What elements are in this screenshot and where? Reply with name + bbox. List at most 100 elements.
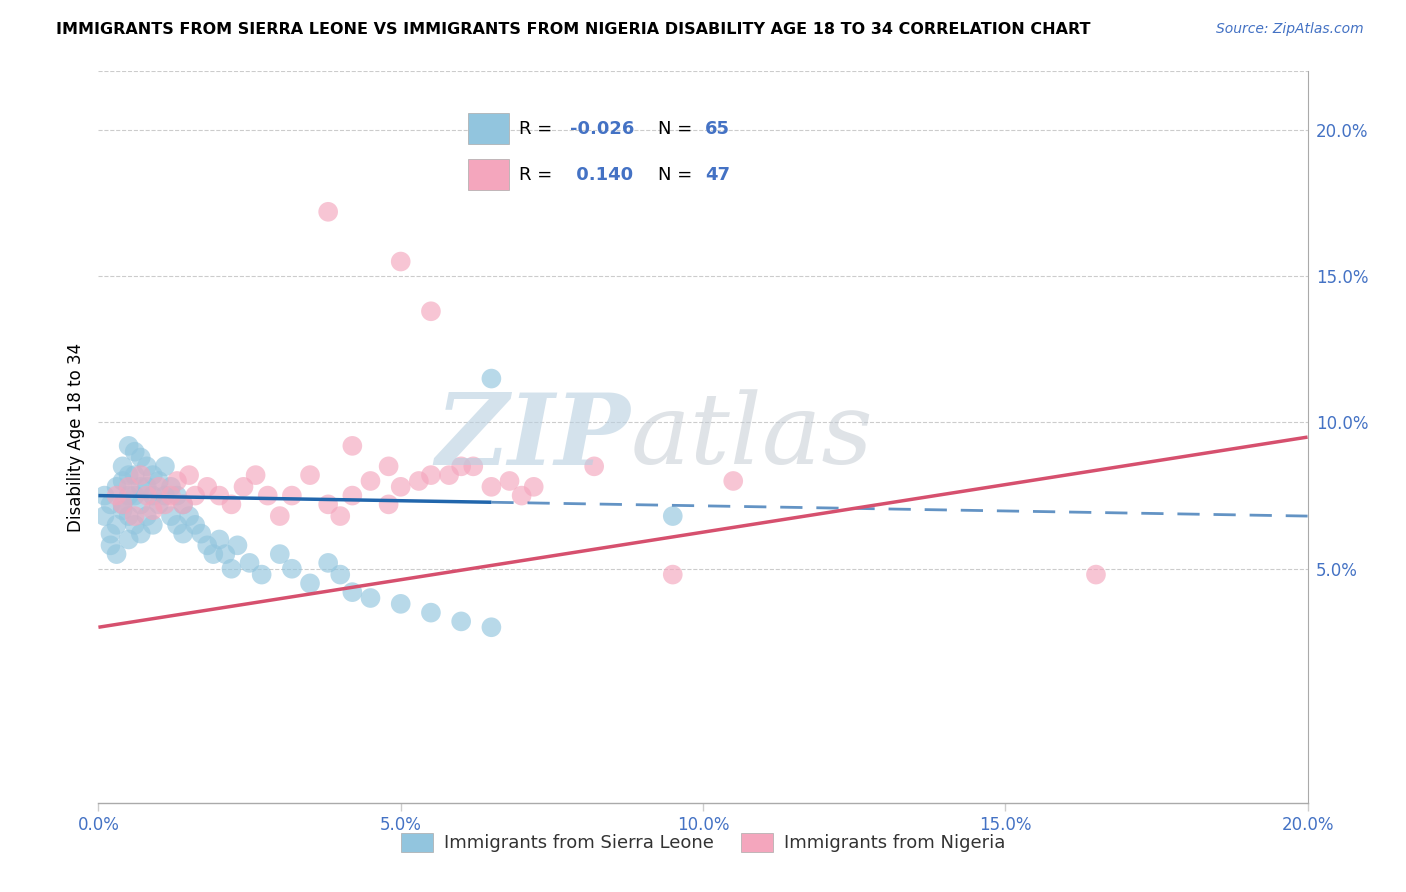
Point: [111, 503, 134, 517]
Point: [408, 474, 430, 488]
Point: [377, 497, 399, 511]
Point: [166, 474, 188, 488]
Point: [172, 497, 194, 511]
Point: [184, 489, 207, 503]
Text: atlas: atlas: [630, 390, 873, 484]
Point: [299, 576, 322, 591]
Point: [105, 547, 128, 561]
Point: [111, 474, 134, 488]
Point: [148, 474, 170, 488]
Point: [124, 509, 146, 524]
Legend: Immigrants from Sierra Leone, Immigrants from Nigeria: Immigrants from Sierra Leone, Immigrants…: [394, 826, 1012, 860]
Point: [360, 591, 382, 605]
Point: [105, 489, 128, 503]
Point: [360, 474, 382, 488]
Point: [93, 489, 115, 503]
Point: [111, 459, 134, 474]
Point: [299, 468, 322, 483]
Point: [450, 615, 472, 629]
Point: [129, 468, 152, 483]
Y-axis label: Disability Age 18 to 34: Disability Age 18 to 34: [66, 343, 84, 532]
Point: [316, 204, 339, 219]
Point: [316, 556, 339, 570]
Point: [377, 459, 399, 474]
Point: [281, 489, 304, 503]
Point: [135, 480, 157, 494]
Point: [118, 489, 141, 503]
Point: [135, 489, 157, 503]
Text: IMMIGRANTS FROM SIERRA LEONE VS IMMIGRANTS FROM NIGERIA DISABILITY AGE 18 TO 34 : IMMIGRANTS FROM SIERRA LEONE VS IMMIGRAN…: [56, 22, 1091, 37]
Point: [124, 444, 146, 458]
Point: [389, 480, 412, 494]
Point: [160, 480, 183, 494]
Point: [221, 562, 243, 576]
Point: [661, 509, 683, 524]
Point: [256, 489, 278, 503]
Point: [389, 254, 412, 268]
Point: [342, 439, 364, 453]
Point: [481, 371, 503, 385]
Point: [437, 468, 460, 483]
Point: [342, 489, 364, 503]
Point: [420, 468, 443, 483]
Point: [208, 489, 231, 503]
Point: [172, 526, 194, 541]
Point: [316, 497, 339, 511]
Point: [190, 526, 212, 541]
Point: [389, 597, 412, 611]
Point: [723, 474, 745, 488]
Point: [269, 509, 291, 524]
Point: [195, 538, 218, 552]
Point: [202, 547, 225, 561]
Point: [124, 489, 146, 503]
Point: [232, 480, 254, 494]
Point: [269, 547, 291, 561]
Point: [160, 509, 183, 524]
Point: [481, 620, 503, 634]
Point: [118, 533, 141, 547]
Point: [100, 497, 122, 511]
Point: [124, 468, 146, 483]
Point: [214, 547, 236, 561]
Point: [239, 556, 262, 570]
Point: [105, 480, 128, 494]
Point: [129, 526, 152, 541]
Point: [498, 474, 520, 488]
Point: [142, 503, 165, 517]
Point: [153, 459, 176, 474]
Point: [1085, 567, 1108, 582]
Point: [105, 517, 128, 532]
Point: [142, 489, 165, 503]
Point: [184, 517, 207, 532]
Point: [148, 480, 170, 494]
Point: [172, 497, 194, 511]
Point: [135, 459, 157, 474]
Point: [129, 450, 152, 465]
Point: [118, 468, 141, 483]
Point: [510, 489, 533, 503]
Point: [100, 526, 122, 541]
Point: [179, 509, 201, 524]
Point: [179, 468, 201, 483]
Point: [250, 567, 273, 582]
Point: [329, 567, 352, 582]
Point: [166, 517, 188, 532]
Point: [111, 497, 134, 511]
Point: [481, 480, 503, 494]
Point: [100, 538, 122, 552]
Point: [148, 497, 170, 511]
Point: [93, 509, 115, 524]
Point: [583, 459, 606, 474]
Point: [118, 509, 141, 524]
Text: ZIP: ZIP: [436, 389, 630, 485]
Point: [153, 497, 176, 511]
Point: [142, 468, 165, 483]
Point: [450, 459, 472, 474]
Point: [129, 480, 152, 494]
Point: [226, 538, 249, 552]
Point: [221, 497, 243, 511]
Point: [124, 517, 146, 532]
Point: [523, 480, 546, 494]
Point: [111, 497, 134, 511]
Point: [195, 480, 218, 494]
